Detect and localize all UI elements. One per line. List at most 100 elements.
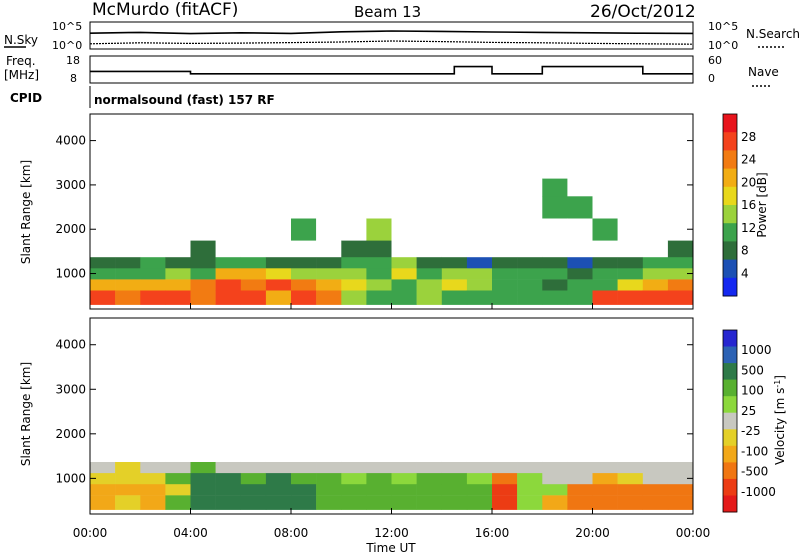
power-ytick-label: 4000: [55, 134, 86, 148]
velocity-cell: [592, 400, 618, 423]
velocity-cell: [190, 472, 216, 485]
velocity-cell: [341, 367, 367, 383]
velocity-cell: [316, 445, 342, 462]
velocity-cell: [265, 461, 292, 474]
velocity-colorbar-label-sup: -1: [773, 380, 782, 388]
power-cell: [316, 218, 342, 241]
power-cell: [617, 279, 643, 291]
velocity-colorbar-tick-label: 500: [741, 363, 764, 377]
power-cell: [416, 162, 442, 179]
power-panel: 4000 3000 2000 1000 Slant Range [km]: [19, 113, 694, 310]
velocity-cell: [115, 483, 141, 496]
velocity-cell: [542, 483, 568, 496]
power-cell: [291, 162, 317, 179]
beam-label: Beam 13: [354, 3, 421, 21]
velocity-cell: [140, 495, 166, 510]
power-cell: [265, 268, 292, 280]
power-cell: [416, 240, 442, 258]
velocity-cell: [466, 472, 493, 485]
power-cell: [667, 240, 694, 258]
time-axis: 00:00 04:00 08:00 12:00 16:00 20:00 00:00: [73, 303, 710, 540]
time-tick-label: 12:00: [374, 526, 409, 540]
power-cell: [341, 256, 367, 269]
velocity-cell: [140, 461, 166, 474]
velocity-cell: [115, 400, 141, 423]
power-cell: [667, 218, 694, 241]
velocity-cell: [391, 367, 417, 383]
velocity-cell: [140, 400, 166, 423]
velocity-panel: 4000 3000 2000 1000 Slant Range [km]: [19, 317, 694, 515]
velocity-cell: [441, 472, 468, 485]
power-cell: [466, 290, 493, 305]
power-cell: [190, 279, 216, 291]
noise-left-tick-low: 10^0: [52, 39, 82, 52]
cpid-text: normalsound (fast) 157 RF: [94, 93, 275, 107]
time-tick-label: 16:00: [475, 526, 510, 540]
power-cell: [291, 240, 317, 258]
power-cell: [642, 240, 669, 258]
power-cell: [441, 218, 468, 241]
power-cell: [592, 196, 618, 219]
power-cell: [542, 196, 568, 219]
power-cell: [165, 178, 191, 197]
freq-tick-low: 8: [70, 72, 77, 85]
power-cell: [391, 290, 417, 305]
velocity-cell: [592, 445, 618, 462]
power-cell: [115, 218, 141, 241]
velocity-cell: [542, 422, 568, 446]
velocity-cell: [341, 422, 367, 446]
power-ytick-label: 2000: [55, 222, 86, 236]
power-cell: [90, 196, 116, 219]
velocity-cell: [90, 495, 116, 510]
power-cell: [517, 279, 543, 291]
power-cell: [265, 196, 292, 219]
power-cell: [341, 178, 367, 197]
power-cell: [140, 290, 166, 305]
velocity-cell: [416, 495, 442, 510]
power-cell: [391, 240, 417, 258]
power-cell: [165, 268, 191, 280]
freq-label-line1: Freq.: [6, 54, 36, 68]
velocity-cell: [341, 382, 367, 401]
velocity-cell: [391, 400, 417, 423]
velocity-colorbar-tick-label: 100: [741, 384, 764, 398]
velocity-cell: [517, 461, 543, 474]
time-tick-label: 04:00: [173, 526, 208, 540]
velocity-colorbar-swatch: [723, 330, 737, 347]
power-cell: [291, 256, 317, 269]
velocity-cell: [567, 461, 593, 474]
power-cell: [341, 196, 367, 219]
power-cell: [215, 279, 241, 291]
power-cell: [542, 240, 568, 258]
power-cell: [567, 178, 593, 197]
velocity-cell: [265, 400, 292, 423]
power-colorbar-swatch: [723, 223, 737, 242]
velocity-cell: [642, 422, 669, 446]
date-label: 26/Oct/2012: [590, 2, 696, 22]
power-cell: [115, 240, 141, 258]
power-cell: [90, 178, 116, 197]
velocity-cell: [642, 461, 669, 474]
freq-label-line2: [MHz]: [4, 68, 39, 82]
power-cell: [667, 196, 694, 219]
velocity-cell: [391, 461, 417, 474]
velocity-cell: [617, 400, 643, 423]
velocity-colorbar-swatch: [723, 445, 737, 463]
velocity-cell: [341, 495, 367, 510]
power-cell: [617, 178, 643, 197]
nave-label: Nave: [748, 65, 779, 79]
power-cell: [667, 268, 694, 280]
velocity-cell: [215, 461, 241, 474]
power-cell: [492, 290, 518, 305]
velocity-cell: [291, 400, 317, 423]
velocity-cell: [190, 495, 216, 510]
power-cell: [492, 162, 518, 179]
velocity-cell: [165, 422, 191, 446]
power-cell: [265, 256, 292, 269]
velocity-cell: [542, 445, 568, 462]
velocity-cell: [366, 445, 392, 462]
velocity-cell: [265, 445, 292, 462]
power-cell: [240, 290, 267, 305]
velocity-cell: [90, 382, 116, 401]
power-cell: [642, 162, 669, 179]
